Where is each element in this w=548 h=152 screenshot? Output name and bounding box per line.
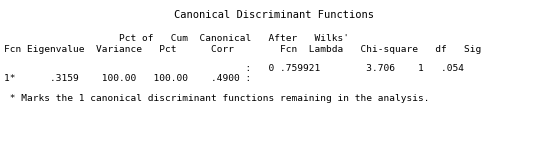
Text: 1*      .3159    100.00   100.00    .4900 :: 1* .3159 100.00 100.00 .4900 : (4, 74, 251, 83)
Text: Canonical Discriminant Functions: Canonical Discriminant Functions (174, 10, 374, 20)
Text: Pct of   Cum  Canonical   After   Wilks': Pct of Cum Canonical After Wilks' (4, 34, 349, 43)
Text: Fcn Eigenvalue  Variance   Pct      Corr        Fcn  Lambda   Chi-square   df   : Fcn Eigenvalue Variance Pct Corr Fcn Lam… (4, 45, 481, 54)
Text: :   0 .759921        3.706    1   .054: : 0 .759921 3.706 1 .054 (4, 64, 464, 73)
Text: * Marks the 1 canonical discriminant functions remaining in the analysis.: * Marks the 1 canonical discriminant fun… (4, 94, 430, 103)
